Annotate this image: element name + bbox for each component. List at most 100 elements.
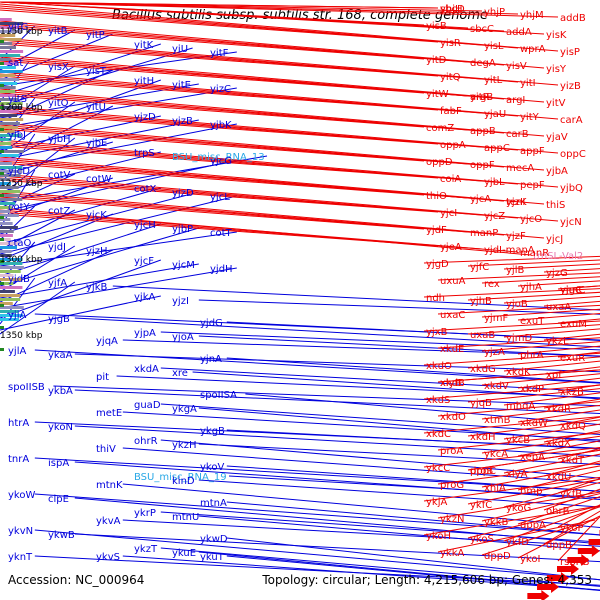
right-gene-label: xkdO <box>426 361 452 372</box>
feature-block <box>0 286 23 289</box>
left-leader-line <box>0 79 161 139</box>
right-gene-label: oppA <box>440 140 466 151</box>
right-leader-line <box>437 272 600 281</box>
right-gene-label: coiA <box>440 174 461 185</box>
right-leader-line <box>437 304 600 315</box>
left-leader-line <box>0 223 161 277</box>
left-gene-label: ykrP <box>134 508 156 519</box>
feature-block <box>0 122 20 125</box>
feature-block <box>0 22 23 25</box>
right-gene-label: yizB <box>560 81 581 92</box>
right-leader-line <box>467 505 600 539</box>
left-gene-label: yjzB <box>172 116 193 127</box>
right-leader-line <box>467 324 600 335</box>
right-gene-label: xlyA <box>506 469 528 480</box>
feature-block <box>0 102 23 105</box>
gc-marker <box>0 260 4 263</box>
right-gene-label: yhjM <box>520 10 544 21</box>
gc-marker <box>0 128 4 131</box>
gc-marker <box>0 194 4 197</box>
feature-block <box>0 194 20 197</box>
right-gene-label: xkdX <box>546 438 571 449</box>
left-gene-label: ykvN <box>8 526 33 537</box>
right-gene-label: yjzA <box>484 347 505 358</box>
right-gene-label: yitY <box>520 112 540 123</box>
right-leader-line <box>437 337 600 349</box>
scale-tick-label: 1350 kbp <box>0 331 43 341</box>
right-gene-label: yjfC <box>470 262 489 273</box>
right-gene-label: yjcI <box>440 208 457 219</box>
right-leader-line <box>437 369 600 383</box>
left-gene-label: yitH <box>134 76 154 87</box>
left-leader-line <box>112 285 600 311</box>
right-gene-label: ykcA <box>484 449 508 460</box>
left-gene-label: tnrA <box>8 454 29 465</box>
right-gene-label: yisL <box>484 41 504 52</box>
right-gene-label: manP <box>470 228 498 239</box>
right-gene-label: yjbQ <box>560 183 583 194</box>
right-leader-line <box>481 517 598 556</box>
left-leader-line <box>74 533 600 563</box>
left-gene-label: yjcM <box>172 260 195 271</box>
feature-block <box>0 306 24 309</box>
left-leader-line <box>74 389 600 415</box>
right-gene-label: thiO <box>426 191 447 202</box>
left-gene-label: ykwD <box>200 534 228 545</box>
right-leader-line <box>423 320 600 332</box>
left-gene-label: yjbK <box>210 120 232 131</box>
right-gene-label: exuM <box>560 319 587 330</box>
right-gene-label: ohrB <box>546 506 570 517</box>
right-gene-label: uxaC <box>440 310 465 321</box>
right-gene-label: oppC <box>560 149 586 160</box>
right-leader-line <box>0 126 469 165</box>
left-gene-label: mtnU <box>172 512 199 523</box>
right-gene-label: hmp <box>520 486 542 497</box>
right-leader-line <box>0 92 469 131</box>
right-gene-label: oppD <box>426 157 453 168</box>
gc-marker <box>0 326 4 329</box>
right-leader-line <box>467 478 600 505</box>
left-leader-line <box>74 317 600 348</box>
feature-block <box>0 214 19 217</box>
left-gene-label: yjoA <box>172 332 194 343</box>
feature-block <box>0 90 16 93</box>
left-gene-label: yiU <box>172 44 188 55</box>
right-leader-line <box>0 128 425 162</box>
left-gene-label: yjgB <box>48 314 70 325</box>
feature-block <box>0 294 21 297</box>
right-leader-line <box>481 308 600 318</box>
feature-block <box>0 54 21 57</box>
scale-tick-label: 1200 kbp <box>0 103 43 113</box>
gc-marker <box>0 282 4 285</box>
right-gene-label: yjcO <box>520 214 542 225</box>
right-leader-line <box>0 109 483 148</box>
left-gene-label: yjdB <box>8 274 30 285</box>
right-gene-label: ykoH <box>426 531 451 542</box>
left-gene-label: yitO <box>48 98 69 109</box>
feature-block <box>0 78 20 81</box>
left-leader-line <box>226 537 600 581</box>
feature-block <box>0 226 18 229</box>
right-gene-label: yjhA <box>520 282 542 293</box>
reverse-gene-arrow <box>546 572 569 584</box>
right-gene-label: xkdV <box>484 381 509 392</box>
feature-block <box>0 230 14 233</box>
left-leader-line <box>0 295 161 331</box>
left-leader-line <box>160 439 600 479</box>
right-gene-label: proG <box>440 480 464 491</box>
right-gene-label: xtmB <box>484 415 511 426</box>
left-gene-label: mtnA <box>200 498 227 509</box>
left-gene-label: BSU_misc_RNA_19 <box>134 472 227 483</box>
right-gene-label: xkdW <box>520 418 548 429</box>
feature-block <box>0 242 20 245</box>
right-leader-line <box>517 409 600 423</box>
right-gene-label: manR <box>520 248 549 259</box>
right-leader-line <box>503 423 600 440</box>
left-leader-line <box>226 357 600 384</box>
left-leader-line <box>122 411 600 441</box>
right-gene-label: yjmF <box>484 313 508 324</box>
right-gene-label: xlyB <box>440 378 462 389</box>
gc-marker <box>0 84 4 87</box>
feature-block <box>0 50 24 53</box>
